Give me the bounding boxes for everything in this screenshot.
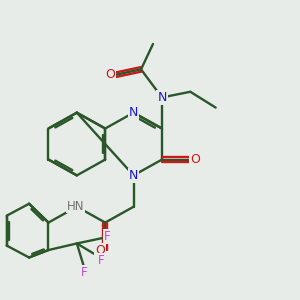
Text: O: O [95, 244, 105, 256]
Text: O: O [106, 68, 116, 81]
Text: N: N [129, 169, 138, 182]
Text: F: F [81, 266, 88, 279]
Text: F: F [98, 254, 104, 267]
Text: N: N [129, 106, 138, 119]
Text: HN: HN [67, 200, 84, 213]
Text: O: O [190, 153, 200, 166]
Text: N: N [157, 91, 167, 104]
Text: F: F [103, 230, 110, 243]
